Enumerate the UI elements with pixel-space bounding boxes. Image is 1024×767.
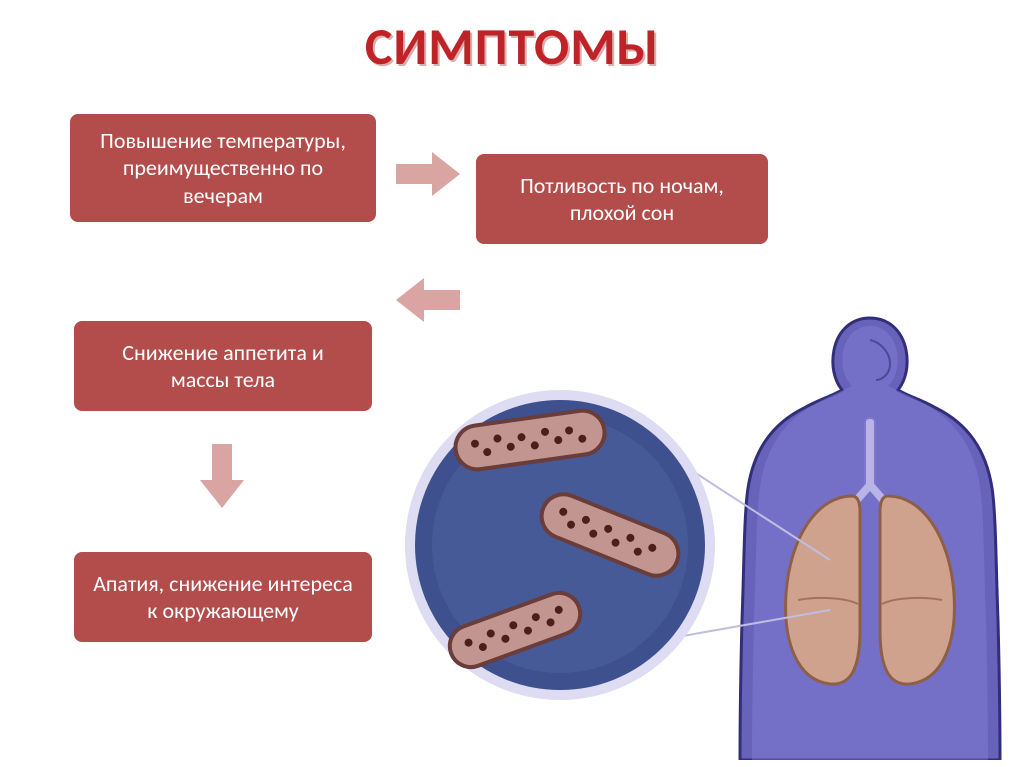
symptom-box-temperature: Повышение температуры, преимущественно п…: [68, 112, 378, 224]
body-silhouette-icon: [740, 318, 1000, 760]
infographic-stage: СИМПТОМЫ Повышение температуры, преимуще…: [0, 0, 1024, 767]
bacteria-lens-icon: [410, 395, 710, 695]
symptom-box-apathy: Апатия, снижение интереса к окружающему: [72, 550, 374, 644]
symptom-text: Апатия, снижение интереса к окружающему: [92, 570, 354, 625]
symptom-box-weight: Снижение аппетита и массы тела: [72, 319, 374, 413]
page-title: СИМПТОМЫ: [0, 14, 1024, 78]
arrow-down-icon: [200, 444, 244, 508]
symptom-text: Потливость по ночам, плохой сон: [520, 172, 724, 227]
arrow-right-icon: [396, 152, 460, 196]
symptom-text: Повышение температуры, преимущественно п…: [88, 127, 358, 210]
symptom-text: Снижение аппетита и массы тела: [92, 339, 354, 394]
symptom-box-sweating: Потливость по ночам, плохой сон: [474, 152, 770, 246]
body-lungs-illustration: [400, 300, 1010, 760]
page-title-text: СИМПТОМЫ: [365, 14, 659, 78]
